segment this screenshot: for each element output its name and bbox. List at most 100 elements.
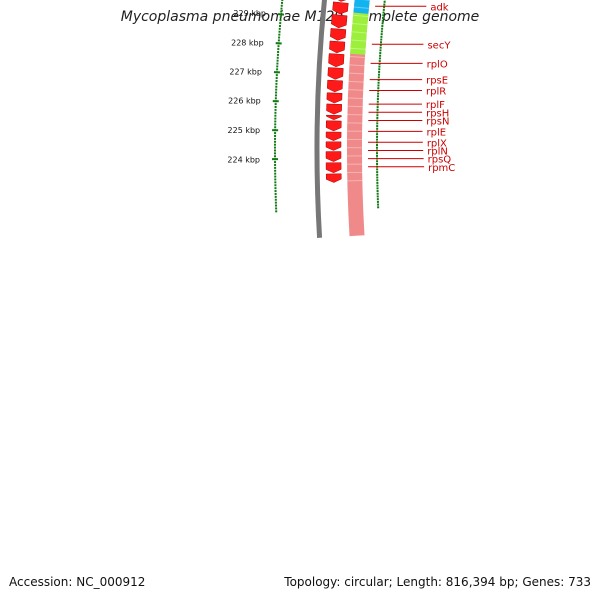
gene-label-rplN[interactable]: rplN [427, 146, 448, 157]
ruler-minor-tick [274, 108, 277, 111]
gene-label-rplE[interactable]: rplE [427, 127, 447, 138]
ruler-minor-tick [379, 49, 382, 52]
ruler-minor-tick [274, 149, 277, 152]
cds-arrow[interactable] [326, 103, 342, 115]
cds-arrow[interactable] [325, 120, 342, 132]
ruler-minor-tick [274, 137, 277, 140]
ruler-minor-tick [383, 6, 386, 9]
ruler-tick-label: 226 kbp [228, 97, 261, 106]
gene-label-rpsH[interactable]: rpsH [426, 108, 449, 119]
ruler-minor-tick [274, 163, 277, 166]
cds-arrow[interactable] [327, 79, 343, 93]
ruler-minor-tick [377, 92, 380, 95]
ruler-minor-tick [376, 200, 379, 203]
ruler-minor-tick [376, 187, 379, 190]
ruler-minor-tick [275, 71, 278, 74]
cds-arrow[interactable] [325, 162, 342, 174]
cds-arrow[interactable] [331, 14, 348, 29]
ruler-minor-tick [274, 105, 277, 108]
gene-label-secY[interactable]: secY [427, 40, 451, 51]
cds-arrow[interactable] [326, 92, 343, 104]
ruler-minor-tick [274, 195, 277, 198]
gc-band-divider [353, 6, 369, 9]
cds-feature-track[interactable] [325, 0, 363, 183]
ruler-minor-tick [274, 111, 277, 114]
ruler-minor-tick [376, 122, 379, 125]
ruler-minor-tick [278, 27, 281, 30]
ruler-minor-tick [376, 125, 379, 128]
cds-arrow[interactable] [325, 141, 342, 151]
gc-band-divider [349, 64, 365, 67]
ruler-minor-tick [376, 152, 379, 155]
ruler-minor-tick [274, 172, 277, 175]
ruler-tick-label: 224 kbp [227, 155, 260, 164]
ruler-minor-tick [376, 98, 379, 101]
gene-label-rpmC[interactable]: rpmC [428, 163, 455, 174]
ruler-tick-label: 225 kbp [228, 126, 261, 135]
accession-label: Accession: NC_000912 [9, 575, 146, 589]
ruler-minor-tick [378, 57, 381, 60]
ruler-tick-label: 227 kbp [229, 67, 262, 76]
ruler-minor-tick [275, 210, 278, 213]
gene-label-rpsE[interactable]: rpsE [426, 76, 448, 87]
cds-arrow[interactable] [334, 0, 350, 2]
ruler-minor-tick [381, 19, 384, 22]
gc-band-divider [350, 47, 366, 50]
gc-band-divider [352, 22, 368, 26]
cds-arrow[interactable] [330, 28, 347, 41]
ruler-minor-tick [274, 94, 277, 97]
ruler-tick-label: 229 kbp [233, 9, 266, 18]
ruler-minor-tick [279, 13, 282, 16]
highlight-band [353, 0, 370, 14]
ruler-minor-tick [274, 146, 277, 149]
cds-arrow[interactable] [329, 40, 346, 54]
cds-arrow[interactable] [332, 1, 349, 15]
gene-label-rplF[interactable]: rplF [426, 100, 445, 111]
ruler-minor-tick [274, 198, 277, 201]
gene-label-rpsN[interactable]: rpsN [426, 116, 449, 127]
ruler-minor-tick [280, 4, 283, 7]
ruler-minor-tick [376, 176, 379, 179]
ruler-minor-tick [274, 114, 277, 117]
gene-label-rplR[interactable]: rplR [426, 87, 446, 98]
cds-arrow[interactable] [325, 131, 342, 141]
gene-label-adk[interactable]: adk [430, 2, 448, 13]
ruler-minor-tick [376, 146, 379, 149]
ruler-minor-tick [276, 62, 279, 65]
ruler-minor-tick [274, 117, 277, 120]
ruler-minor-tick [274, 140, 277, 143]
cds-arrow[interactable] [327, 67, 344, 80]
ruler-minor-tick [381, 22, 384, 25]
gene-label-rplO[interactable]: rplO [427, 59, 448, 70]
gene-label-rpsQ[interactable]: rpsQ [428, 155, 452, 166]
cds-arrow[interactable] [326, 114, 342, 121]
ruler-minor-tick [281, 0, 284, 1]
ruler-minor-tick [274, 152, 277, 155]
ruler-tick-label: 228 kbp [231, 38, 264, 47]
ruler-minor-tick [376, 154, 379, 157]
highlight-band [350, 12, 369, 55]
ruler-minor-tick [376, 198, 379, 201]
ruler-minor-tick [380, 35, 383, 38]
ruler-minor-tick [376, 192, 379, 195]
cds-arrow[interactable] [325, 151, 342, 162]
ruler-minor-tick [275, 82, 278, 85]
ruler-minor-tick [376, 173, 379, 176]
ruler-minor-tick [278, 36, 281, 39]
ruler-minor-tick [275, 79, 278, 82]
ruler-minor-tick [281, 1, 284, 4]
gc-band-divider [353, 14, 369, 18]
cds-arrow[interactable] [328, 53, 345, 68]
ruler-minor-tick [274, 169, 277, 172]
ruler-minor-tick [377, 87, 380, 90]
gene-label-rplX[interactable]: rplX [427, 138, 447, 149]
ruler-minor-tick [275, 74, 278, 77]
ruler-minor-tick [383, 3, 386, 6]
ruler-minor-tick [376, 127, 379, 130]
ruler-minor-tick [274, 192, 277, 195]
ruler-minor-tick [377, 203, 380, 206]
ruler-minor-tick [274, 161, 277, 164]
cds-arrow[interactable] [325, 173, 342, 183]
